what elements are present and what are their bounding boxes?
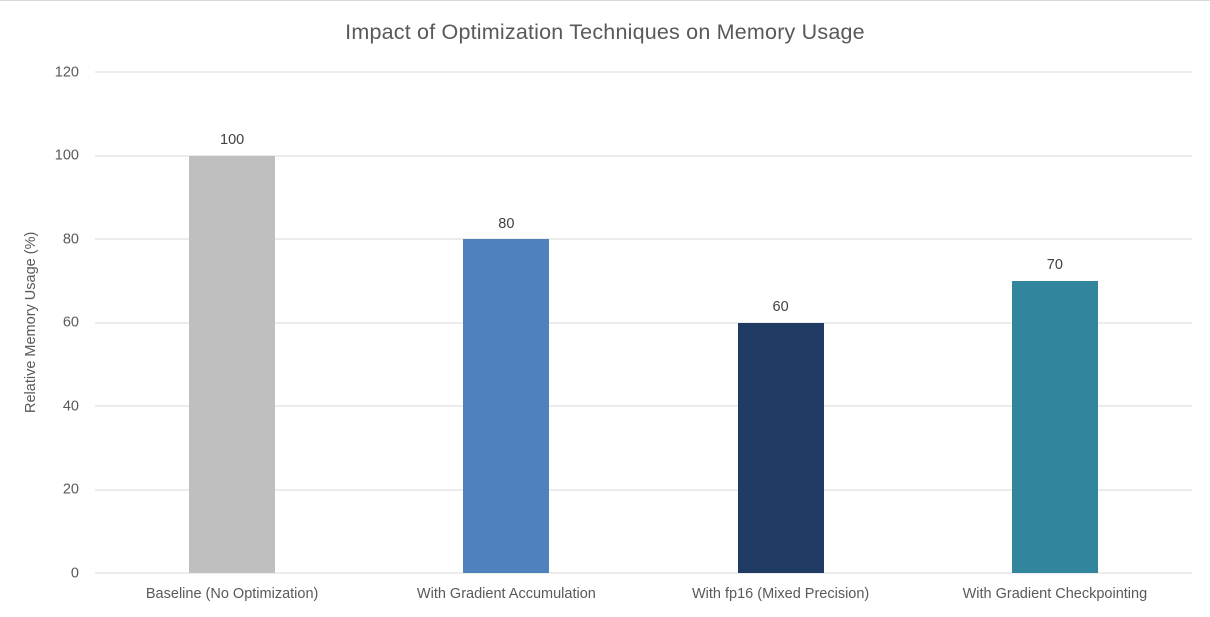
y-tick-label: 100 — [54, 147, 79, 164]
bar-value-label: 80 — [498, 215, 515, 232]
x-category-label: Baseline (No Optimization) — [145, 586, 319, 602]
plot-area: 100 80 60 70 — [95, 71, 1192, 574]
y-tick-label: 120 — [54, 63, 79, 80]
bar-4 — [1011, 280, 1098, 573]
y-tick-label: 0 — [70, 564, 79, 581]
chart-title: Impact of Optimization Techniques on Mem… — [345, 20, 865, 44]
y-tick-label: 40 — [62, 397, 79, 414]
bar-slot: 100 — [95, 72, 369, 573]
bar-value-label: 60 — [772, 299, 789, 315]
gridline — [95, 238, 1192, 240]
x-category-label: With fp16 (Mixed Precision) — [691, 586, 870, 602]
bar-slot: 70 — [918, 72, 1192, 573]
y-axis-ticks: 0 20 40 60 80 100 120 — [0, 65, 79, 580]
bar-3 — [737, 322, 824, 573]
bar-1 — [189, 155, 276, 573]
y-tick-label: 80 — [62, 230, 79, 247]
bar-slot: 80 — [369, 72, 643, 573]
gridline — [95, 489, 1192, 490]
bar-slots: 100 80 60 70 — [95, 72, 1192, 573]
gridline — [95, 322, 1192, 323]
gridline — [95, 405, 1192, 407]
bar-value-label: 70 — [1046, 257, 1063, 274]
y-tick-label: 60 — [62, 314, 79, 331]
gridline — [95, 71, 1192, 73]
x-category-label: With Gradient Accumulation — [416, 586, 596, 602]
x-category-label: With Gradient Checkpointing — [962, 586, 1148, 602]
bar-slot: 60 — [644, 72, 918, 573]
gridline — [95, 572, 1192, 574]
gridline — [95, 155, 1192, 156]
bar-2 — [463, 239, 550, 573]
x-axis-labels: Baseline (No Optimization) With Gradient … — [95, 586, 1192, 602]
y-tick-label: 20 — [62, 481, 79, 498]
bar-value-label: 100 — [220, 132, 245, 148]
